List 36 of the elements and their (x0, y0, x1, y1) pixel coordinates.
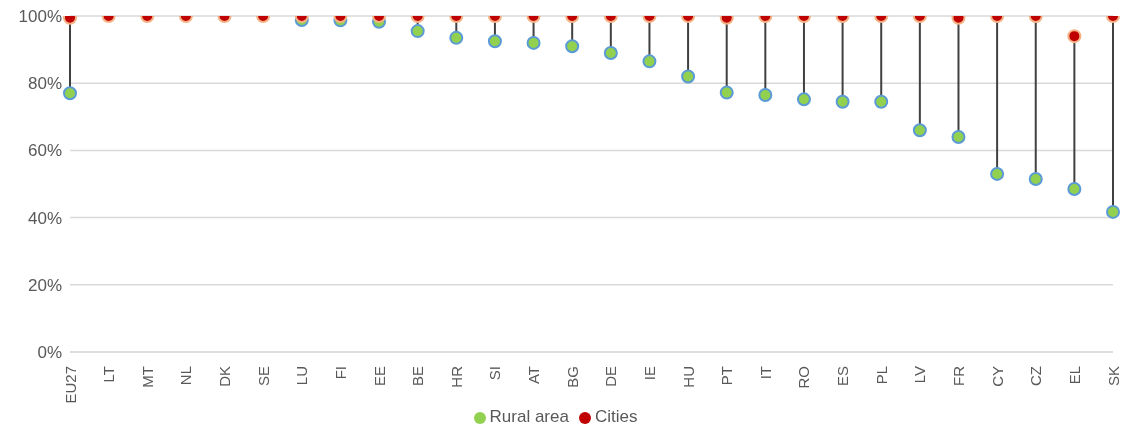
x-tick-label: SK (1104, 366, 1122, 387)
x-tick-label: DE (602, 366, 620, 387)
x-tick-label: PL (872, 366, 890, 385)
x-tick-label: HR (447, 365, 465, 388)
x-tick-label: AT (525, 366, 543, 385)
legend-label: Rural area (489, 407, 569, 426)
x-tick-label: DK (216, 366, 234, 387)
x-tick-label: PT (718, 366, 736, 386)
y-tick-label: 100% (18, 7, 62, 27)
x-tick-label: NL (177, 366, 195, 386)
x-tick-label: MT (138, 366, 156, 388)
y-tick-label: 60% (27, 141, 62, 161)
y-tick-label: 40% (27, 208, 62, 228)
x-tick-label: IE (640, 366, 658, 381)
y-tick-label: 80% (27, 74, 62, 94)
x-tick-label: EL (1065, 366, 1083, 385)
x-tick-label: LU (293, 366, 311, 386)
y-tick-label: 0% (37, 343, 62, 363)
legend-label: Cities (594, 407, 638, 426)
x-tick-label: SI (486, 366, 504, 381)
x-tick-label: BE (409, 366, 427, 387)
x-tick-label: FI (331, 366, 349, 380)
x-tick-label: EU27 (61, 366, 79, 404)
y-tick-label: 20% (27, 275, 62, 295)
x-tick-label: CZ (1027, 366, 1045, 386)
x-tick-label: ES (834, 366, 852, 387)
x-tick-label: LV (911, 366, 929, 384)
x-tick-label: LT (100, 366, 118, 383)
x-tick-label: EE (370, 366, 388, 387)
x-tick-label: IT (756, 366, 774, 380)
x-tick-label: SE (254, 366, 272, 387)
x-tick-label: HU (679, 366, 697, 388)
x-tick-label: CY (988, 366, 1006, 387)
x-tick-label: BG (563, 366, 581, 388)
x-tick-label: FR (949, 365, 967, 386)
x-tick-label: RO (795, 366, 813, 389)
